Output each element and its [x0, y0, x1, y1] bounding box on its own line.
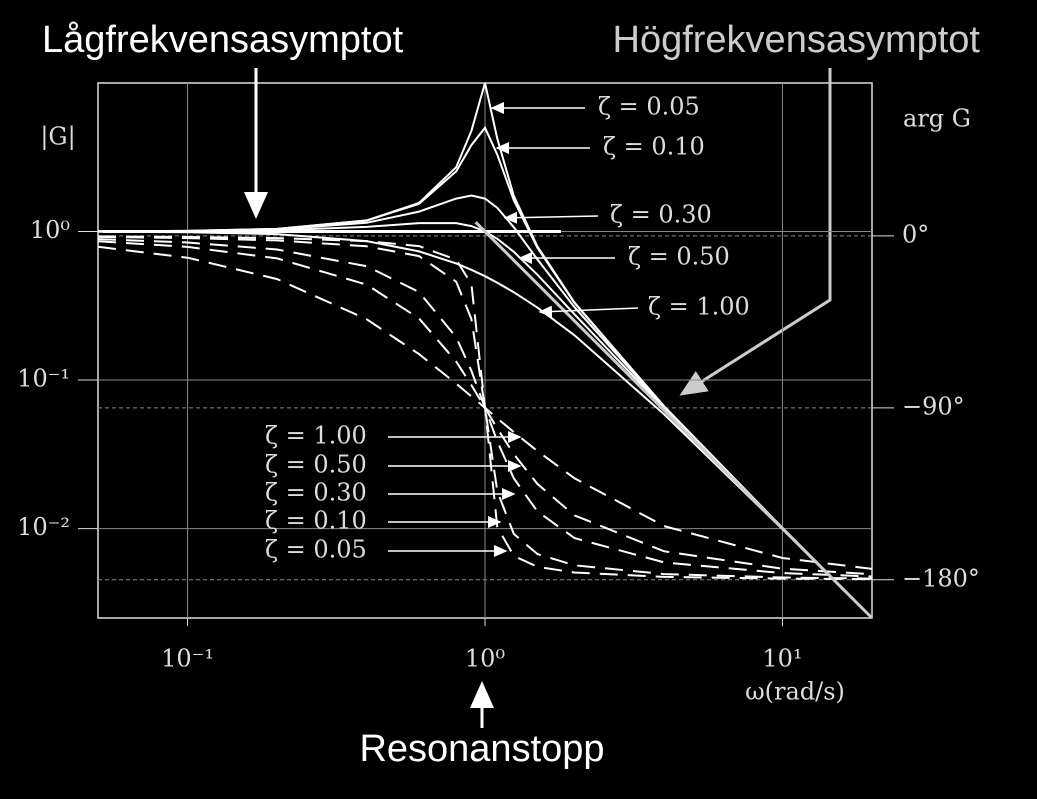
- low-asymptote-label: Lågfrekvensasymptot: [42, 19, 404, 61]
- y2-tick-label: −90°: [902, 392, 965, 420]
- magnitude-line: [98, 194, 872, 618]
- y-axis-label: |G|: [40, 123, 75, 152]
- high-asymptote-label: Högfrekvensasymptot: [613, 19, 981, 61]
- asymptote: [474, 221, 874, 620]
- series-label: ζ = 0.50: [265, 451, 367, 479]
- arrow: [679, 68, 832, 396]
- series-label: ζ = 0.50: [628, 243, 730, 271]
- series-label: ζ = 0.10: [603, 133, 705, 161]
- callout-arrow: [538, 305, 639, 318]
- x-axis-label: ω(rad/s): [745, 678, 845, 706]
- magnitude-line: [98, 230, 872, 618]
- series-label: ζ = 0.05: [598, 93, 700, 121]
- series-label: ζ = 0.30: [265, 479, 367, 507]
- y-tick-label: 10⁻¹: [17, 365, 70, 393]
- phase-line: [98, 235, 872, 581]
- x-tick-label: 10¹: [762, 645, 802, 673]
- series-label: ζ = 0.30: [610, 201, 712, 229]
- x-tick-label: 10⁻¹: [161, 645, 214, 673]
- x-tick-label: 10⁰: [465, 645, 505, 673]
- y2-tick-label: −180°: [902, 564, 980, 592]
- phase-line: [98, 235, 872, 580]
- y2-axis-label: arg G: [903, 105, 971, 133]
- y-tick-label: 10⁰: [30, 216, 70, 244]
- series-label: ζ = 0.05: [265, 536, 367, 564]
- y2-tick-label: 0°: [902, 220, 929, 248]
- phase-line: [98, 240, 872, 576]
- series-label: ζ = 1.00: [648, 293, 750, 321]
- series-label: ζ = 1.00: [265, 422, 367, 450]
- series-label: ζ = 0.10: [265, 507, 367, 535]
- resonance-label: Resonanstopp: [359, 728, 604, 770]
- magnitude-line: [98, 125, 872, 618]
- y-tick-label: 10⁻²: [17, 513, 70, 541]
- callout-arrow: [503, 211, 599, 224]
